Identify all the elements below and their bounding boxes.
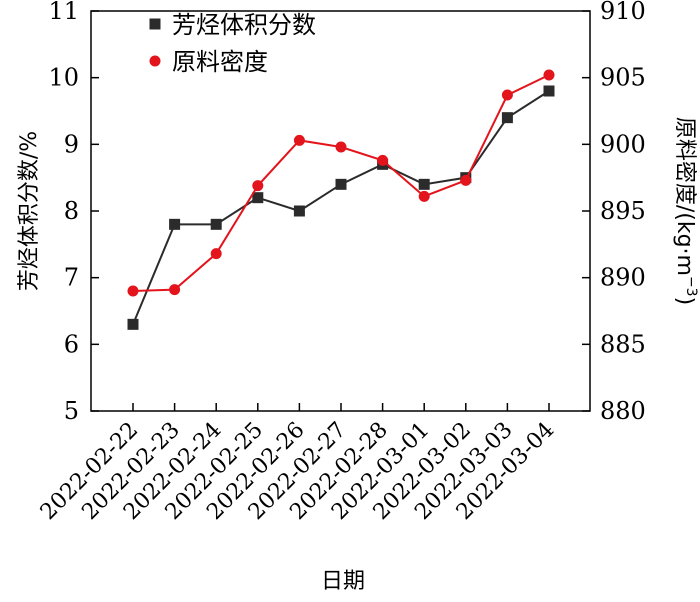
- y-right-tick-label: 885: [600, 330, 646, 358]
- y-axis-label-right-sup: −3: [683, 276, 699, 297]
- y-left-tick-label: 10: [48, 64, 79, 92]
- legend-item: 原料密度: [149, 48, 268, 76]
- y-right-tick-label: 895: [600, 197, 646, 225]
- data-point: [543, 85, 555, 97]
- y-left-tick-label: 11: [48, 0, 79, 25]
- data-point: [377, 154, 389, 166]
- data-point: [127, 318, 139, 330]
- axes: 5678910118808858908959009059102022-02-22…: [36, 0, 646, 525]
- series-density: [127, 69, 555, 297]
- data-point: [210, 248, 222, 260]
- data-point: [501, 112, 513, 124]
- y-axis-label-left: 芳烃体积分数/%: [17, 131, 42, 291]
- data-point: [418, 178, 430, 190]
- y-right-tick-label: 900: [600, 130, 646, 158]
- y-left-tick-label: 9: [64, 130, 79, 158]
- data-point: [252, 180, 264, 192]
- y-axis-label-right-main: 原料密度/(kg·m: [672, 117, 697, 276]
- y-left-tick-label: 5: [64, 397, 79, 425]
- series-aromatics: [127, 85, 555, 330]
- data-point: [501, 89, 513, 101]
- y-right-tick-label: 905: [600, 64, 646, 92]
- y-right-tick-label: 910: [600, 0, 646, 25]
- data-point: [543, 69, 555, 81]
- series-line: [132, 90, 550, 325]
- data-point: [210, 218, 222, 230]
- legend-marker: [149, 18, 161, 30]
- legend-marker: [149, 55, 161, 67]
- y-left-tick-label: 8: [64, 197, 79, 225]
- data-point: [335, 178, 347, 190]
- plot-frame: [90, 10, 591, 412]
- data-point: [293, 205, 305, 217]
- y-right-tick-label: 880: [600, 397, 646, 425]
- data-point: [169, 218, 181, 230]
- data-point: [252, 192, 264, 204]
- data-point: [169, 284, 181, 296]
- legend-item: 芳烃体积分数: [149, 11, 316, 39]
- y-left-tick-label: 6: [64, 330, 79, 358]
- y-axis-label-right-close: ): [672, 297, 697, 306]
- data-point: [460, 174, 472, 186]
- data-point: [418, 190, 430, 202]
- data-point: [293, 134, 305, 146]
- data-point: [335, 141, 347, 153]
- legend-label: 原料密度: [172, 48, 268, 76]
- data-point: [127, 285, 139, 297]
- y-left-tick-label: 7: [64, 264, 79, 292]
- legend-label: 芳烃体积分数: [172, 11, 316, 39]
- x-axis-label: 日期: [321, 569, 365, 594]
- y-right-tick-label: 890: [600, 264, 646, 292]
- y-axis-label-right: 原料密度/(kg·m−3): [672, 117, 699, 305]
- series-layer: [127, 69, 555, 330]
